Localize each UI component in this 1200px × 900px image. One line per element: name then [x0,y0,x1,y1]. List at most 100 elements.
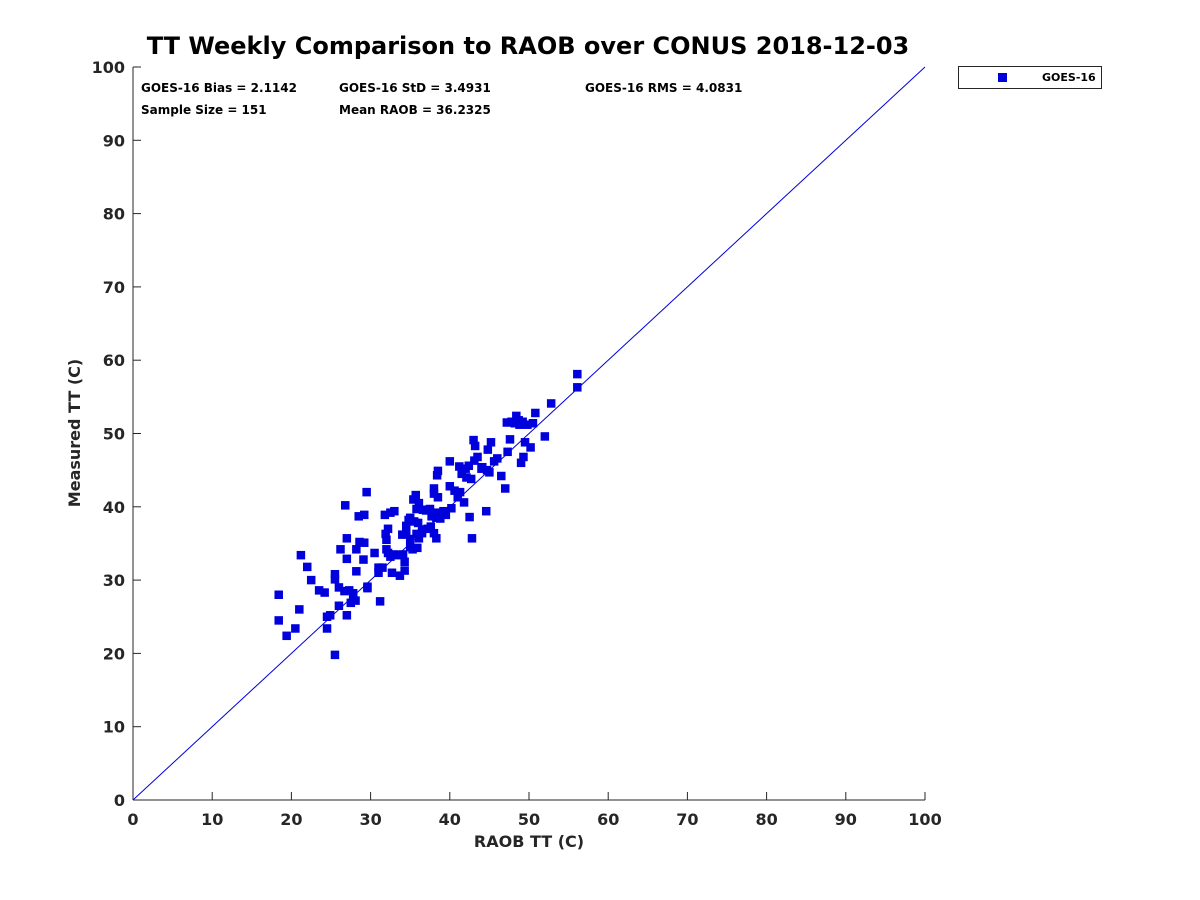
data-point [330,569,340,579]
data-point [314,586,324,595]
data-point [505,435,515,444]
data-point [387,568,397,578]
data-point [441,510,451,520]
data-point [362,487,371,497]
y-tick-label: 80 [103,205,125,224]
x-tick-label: 90 [835,810,857,829]
stat-bias: GOES-16 Bias = 2.1142 [141,81,297,95]
x-tick-label: 80 [755,810,777,829]
stat-rms: GOES-16 RMS = 4.0831 [585,81,742,95]
data-point [382,535,391,545]
data-point [274,590,283,600]
y-tick-label: 30 [103,571,125,590]
data-point [414,498,424,508]
legend-label: GOES-16 [1042,71,1096,84]
data-point [432,534,441,543]
data-point [466,474,476,484]
legend-marker [998,73,1007,82]
data-point [523,420,532,429]
data-point [481,506,491,516]
data-point [426,522,436,531]
y-tick-label: 70 [103,278,125,297]
data-point [296,550,306,560]
data-point [352,567,361,576]
data-point [469,435,478,445]
data-point [436,514,445,523]
data-point [455,462,464,471]
data-point [459,498,469,507]
data-point [462,473,471,482]
y-tick-label: 10 [103,718,125,737]
data-point [352,545,361,554]
data-point [291,624,300,633]
data-point [417,525,427,534]
data-point [433,493,443,502]
axes: 0 10 20 30 40 50 60 70 80 90 100 0 10 20 30 40 50 60 70 80 9… [92,58,942,829]
data-point [447,504,456,513]
x-tick-label: 50 [518,810,540,829]
data-point [502,418,512,427]
one-to-one-reference-line [132,66,926,801]
data-point [414,534,424,543]
data-point [375,597,385,606]
data-point [519,452,528,462]
legend: GOES-16 [958,66,1102,89]
data-point [445,482,455,491]
data-point [341,501,350,510]
legend-box [958,66,1102,89]
data-point [355,537,364,547]
y-tick-label: 90 [103,131,125,150]
data-point [500,484,510,493]
data-point [398,550,408,559]
y-tick-label: 20 [103,644,125,663]
data-point [409,495,418,504]
data-point [320,588,329,597]
data-point [473,452,482,462]
data-point [464,461,474,471]
stat-mean-raob: Mean RAOB = 36.2325 [339,103,491,117]
data-point [400,557,409,567]
data-point [540,432,550,441]
data-point [351,596,360,605]
data-point [354,512,363,521]
data-point [342,554,352,564]
data-point [274,616,283,625]
data-point [431,508,440,517]
data-point [546,399,556,408]
x-tick-label: 10 [201,810,223,829]
data-point [340,586,349,596]
y-axis-label: Measured TT (C) [65,359,84,507]
data-point [413,518,423,528]
data-point [325,611,335,620]
data-point [411,490,420,500]
data-point [401,521,411,531]
data-point [378,563,387,572]
data-point [302,562,312,572]
data-point [330,575,340,584]
data-point [457,469,466,479]
data-point [370,548,379,558]
data-point [470,441,480,451]
data-point [336,545,345,554]
data-point [465,512,474,522]
data-point [528,418,538,428]
x-tick-label: 100 [908,810,941,829]
stat-std: GOES-16 StD = 3.4931 [339,81,491,95]
data-point [518,417,527,427]
data-point [520,438,530,447]
data-point [425,504,435,514]
data-point [401,526,411,536]
data-point [322,624,332,633]
data-point [400,566,409,575]
y-tick-label: 40 [103,498,125,517]
data-point [516,458,526,468]
data-point [450,486,459,495]
x-tick-label: 0 [127,810,138,829]
data-point [432,471,442,480]
data-point [497,471,506,481]
x-tick-label: 70 [676,810,698,829]
y-tick-label: 0 [114,791,125,810]
data-point [346,598,356,608]
data-point [330,650,340,660]
